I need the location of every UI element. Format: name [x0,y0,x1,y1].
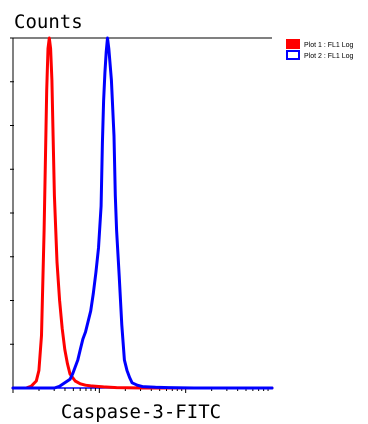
series-layer [11,36,274,390]
legend-label-2: Plot 2 : FL1 Log [304,53,354,60]
series-line-2 [11,36,274,390]
legend-label-1: Plot 1 : FL1 Log [304,42,354,49]
legend-swatch-1 [286,39,300,49]
series-line-1 [11,36,274,390]
y-axis-label: Counts [14,11,83,33]
legend: Plot 1 : FL1 Log Plot 2 : FL1 Log [286,39,354,60]
x-axis-label: Caspase-3-FITC [61,401,221,423]
legend-swatch-2 [286,50,300,60]
y-axis-ticks [10,37,14,345]
